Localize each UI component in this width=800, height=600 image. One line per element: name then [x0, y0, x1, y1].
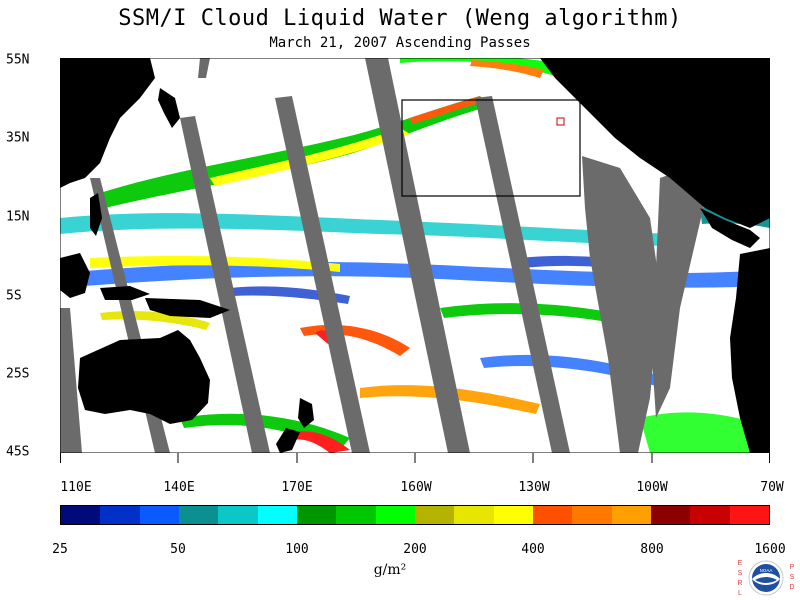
cloud-water-map [60, 58, 770, 453]
australia-landmass [78, 330, 210, 424]
colorbar-segment [218, 506, 258, 524]
colorbar-label-25: 25 [52, 542, 68, 557]
longitude-ticks [60, 453, 770, 463]
lon-label-110e: 110E [60, 480, 92, 495]
colorbar-segment [532, 506, 573, 524]
svg-text:L: L [738, 590, 742, 597]
lon-label-140e: 140E [163, 480, 195, 495]
colorbar-segment [650, 506, 691, 524]
lat-label-5s: 5S [6, 288, 22, 304]
colorbar-segment [414, 506, 455, 524]
colorbar-label-200: 200 [403, 542, 427, 557]
colorbar-segment [375, 506, 415, 524]
map-title: SSM/I Cloud Liquid Water (Weng algorithm… [118, 6, 682, 31]
highlight-box [401, 99, 581, 197]
colorbar-label-100: 100 [285, 542, 309, 557]
colorbar-segment [336, 506, 376, 524]
land-masses [60, 58, 770, 453]
svg-text:S: S [790, 574, 795, 581]
colorbar-label-800: 800 [640, 542, 664, 557]
lon-label-160w: 160W [400, 480, 432, 495]
colorbar-unit: g/m² [373, 562, 407, 578]
lon-label-70w: 70W [760, 480, 784, 495]
svg-text:E: E [738, 560, 743, 567]
lon-label-100w: 100W [636, 480, 668, 495]
svg-text:R: R [737, 580, 742, 587]
colorbar-segment [611, 506, 651, 524]
lat-label-15n: 15N [6, 209, 30, 225]
colorbar-segment [296, 506, 337, 524]
asia-landmass [60, 58, 155, 188]
lat-label-35n: 35N [6, 130, 30, 146]
esrl-text: E S R L [737, 560, 742, 597]
lon-label-130w: 130W [518, 480, 550, 495]
svg-text:P: P [790, 564, 795, 571]
colorbar-segment [61, 506, 101, 524]
colorbar-segment [690, 506, 730, 524]
svg-text:S: S [738, 570, 743, 577]
colorbar-segment [139, 506, 179, 524]
south-america-landmass [730, 248, 770, 453]
marker-square [556, 117, 565, 126]
colorbar-segment [100, 506, 140, 524]
noaa-logo-text: NOAA [760, 568, 773, 573]
colorbar-segment [729, 506, 769, 524]
colorbar-label-50: 50 [170, 542, 186, 557]
colorbar-segment [178, 506, 219, 524]
map-subtitle: March 21, 2007 Ascending Passes [269, 35, 531, 51]
psd-text: P S D [789, 564, 794, 591]
noaa-logo: NOAA E S R L P S D [737, 560, 794, 597]
lat-label-45s: 45S [6, 444, 30, 460]
colorbar-label-1600: 1600 [754, 542, 786, 557]
colorbar-segment [493, 506, 533, 524]
svg-text:D: D [789, 584, 794, 591]
lat-label-25s: 25S [6, 366, 30, 382]
colorbar-segment [454, 506, 494, 524]
north-america-landmass [540, 58, 770, 228]
colorbar [60, 505, 770, 525]
colorbar-segment [572, 506, 612, 524]
colorbar-segment [257, 506, 297, 524]
colorbar-label-400: 400 [521, 542, 545, 557]
lat-label-55n: 55N [6, 52, 30, 68]
lon-label-170e: 170E [281, 480, 313, 495]
